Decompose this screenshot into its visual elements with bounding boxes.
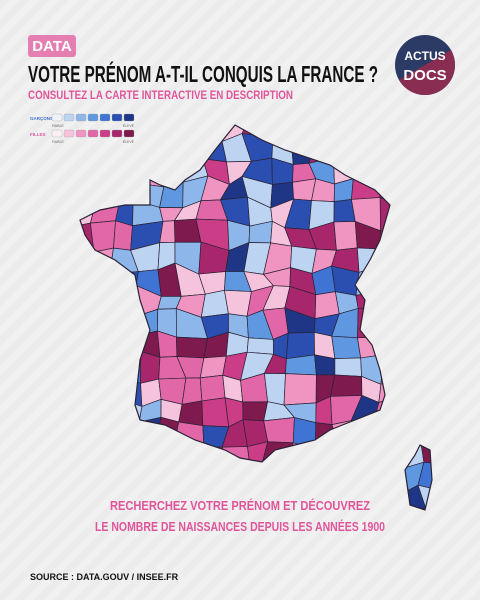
department — [246, 337, 274, 355]
legend-high: ÉLEVÉ — [123, 123, 135, 128]
department — [199, 355, 227, 379]
legend-swatch — [51, 129, 63, 138]
department — [263, 417, 295, 444]
legend-swatch — [87, 129, 99, 138]
department — [178, 400, 204, 427]
footer-text: RECHERCHEZ VOTRE PRÉNOM ET DÉCOUVREZ — [110, 498, 370, 513]
department — [286, 332, 315, 360]
department — [200, 289, 229, 318]
department — [140, 350, 161, 384]
department — [199, 374, 226, 402]
logo-text: DOCS — [403, 67, 446, 84]
legend-swatch — [123, 113, 135, 122]
logo: ACTUS DOCS — [395, 35, 455, 96]
legend-swatch — [87, 113, 99, 122]
tag-badge — [28, 35, 76, 57]
department — [201, 397, 230, 428]
department — [283, 373, 317, 406]
legend-low: FAIBLE — [52, 124, 65, 128]
legend: GARÇONS FAIBLE ÉLEVÉ FILLES FAIBLE ÉLEVÉ — [30, 113, 135, 144]
legend-label: FILLES — [30, 132, 46, 137]
legend-high: ÉLEVÉ — [123, 139, 135, 144]
department — [242, 401, 269, 422]
legend-swatch — [63, 129, 75, 138]
legend-swatch — [51, 113, 63, 122]
department — [176, 336, 208, 359]
department — [314, 354, 336, 376]
department — [333, 221, 358, 251]
legend-swatch — [111, 113, 123, 122]
department — [113, 220, 133, 251]
source: SOURCE : DATA.GOUV / INSEE.FR — [30, 572, 179, 582]
legend-swatch — [111, 129, 123, 138]
department — [417, 484, 432, 510]
title: VOTRE PRÉNOM A-T-IL CONQUIS LA FRANCE ? — [28, 60, 378, 87]
department — [330, 374, 363, 397]
legend-swatch — [99, 129, 111, 138]
legend-swatch — [75, 129, 87, 138]
legend-swatch — [63, 113, 75, 122]
department — [263, 373, 286, 406]
logo-text: ACTUS — [404, 49, 445, 63]
legend-low: FAIBLE — [52, 140, 65, 144]
legend-label: GARÇONS — [30, 116, 53, 121]
department — [181, 377, 203, 405]
legend-swatch — [75, 113, 87, 122]
tag: DATA — [32, 38, 72, 55]
department — [334, 357, 362, 377]
legend-swatch — [123, 129, 135, 138]
department — [285, 354, 317, 376]
subtitle: CONSULTEZ LA CARTE INTERACTIVE EN DESCRI… — [28, 88, 293, 102]
footer-text: LE NOMBRE DE NAISSANCES DEPUIS LES ANNÉE… — [95, 519, 385, 534]
department — [89, 220, 116, 253]
legend-swatch — [99, 113, 111, 122]
department — [417, 461, 432, 493]
department — [331, 335, 362, 359]
